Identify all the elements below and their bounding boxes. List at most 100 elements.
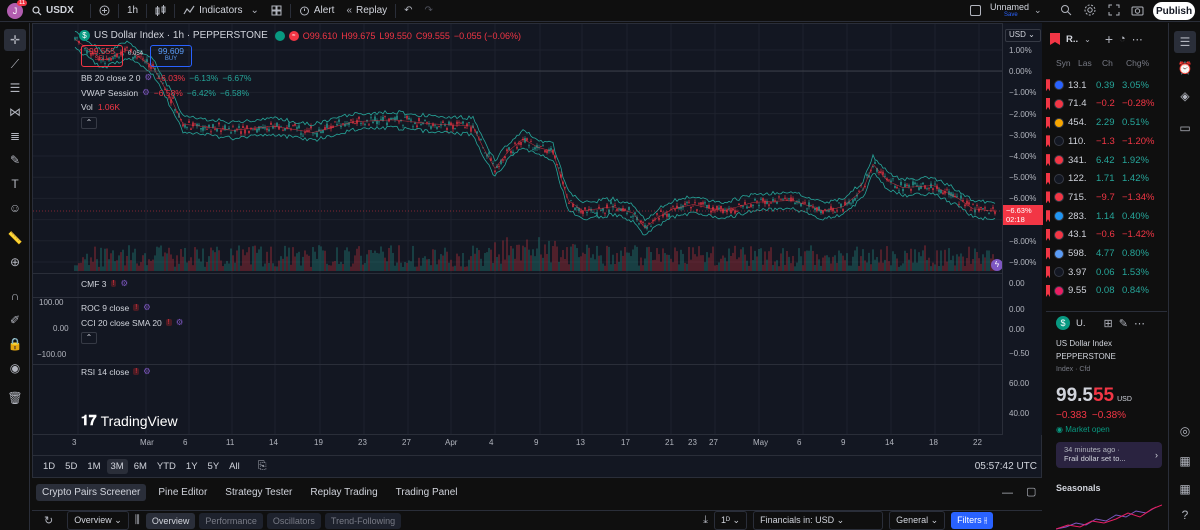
chevron-down-icon[interactable]: ⌄ bbox=[1084, 34, 1091, 44]
clock[interactable]: 05:57:42 UTC bbox=[974, 461, 1037, 472]
more-icon[interactable]: ⋯ bbox=[1131, 33, 1143, 46]
grid-icon[interactable]: ⊞ bbox=[1103, 317, 1113, 330]
sell-button[interactable]: 99.555 SELL bbox=[81, 45, 123, 67]
price-scale[interactable]: USD ⌄ 1.00% 0.00% −1.00% −2.00% −3.00% −4.00%… bbox=[1002, 23, 1043, 435]
lock-drawing-icon[interactable]: ✐ bbox=[9, 313, 21, 327]
bottom-tab[interactable]: Strategy Tester bbox=[225, 487, 293, 498]
interval-button[interactable]: 1h bbox=[127, 5, 139, 16]
watchlist-row[interactable]: 122. 1.71 1.42% bbox=[1046, 170, 1167, 189]
columns-icon[interactable]: ⫼ bbox=[134, 514, 140, 526]
crosshair-icon[interactable]: ✛ bbox=[4, 29, 26, 51]
alerts-clock-icon[interactable]: ⏰ bbox=[1177, 61, 1193, 75]
watchlist-row[interactable]: 715. −9.7 −1.34% bbox=[1046, 188, 1167, 207]
pine-icon[interactable]: ▦ bbox=[1179, 482, 1191, 496]
pane-divider[interactable] bbox=[33, 273, 1003, 274]
range-button-5y[interactable]: 5Y bbox=[207, 461, 220, 472]
text-tool-icon[interactable]: T bbox=[11, 177, 19, 191]
avatar[interactable]: J 11 bbox=[4, 0, 28, 22]
filters-button[interactable]: Filters ⫲ bbox=[951, 512, 994, 529]
watchlist-row[interactable]: 9.55 0.08 0.84% bbox=[1046, 282, 1167, 301]
flag-icon[interactable] bbox=[1046, 79, 1050, 92]
range-button-5d[interactable]: 5D bbox=[65, 461, 78, 472]
watchlist-column-header[interactable]: Ch bbox=[1102, 58, 1113, 68]
cci-legend[interactable]: CCI 20 close SMA 20 ! ⚙ bbox=[81, 317, 183, 328]
watchlist-row[interactable]: 13.1 0.39 3.05% bbox=[1046, 76, 1167, 95]
volume-legend[interactable]: Vol 1.06K bbox=[81, 102, 120, 112]
lock-icon[interactable]: 🔒 bbox=[7, 337, 23, 351]
fib-retracement-icon[interactable]: ≣ bbox=[9, 129, 21, 143]
range-button-1m[interactable]: 1M bbox=[87, 461, 101, 472]
settings-icon[interactable]: ⚙ bbox=[120, 278, 129, 288]
add-symbol-icon[interactable]: + bbox=[1104, 31, 1114, 47]
eye-icon[interactable]: ◉ bbox=[9, 361, 21, 375]
watchlist-row[interactable]: 283. 1.14 0.40% bbox=[1046, 207, 1167, 226]
undo-button[interactable]: ↶ bbox=[398, 0, 418, 22]
watchlist-column-header[interactable]: Syn bbox=[1056, 58, 1071, 68]
chart-type-button[interactable] bbox=[149, 0, 172, 22]
flag-icon[interactable] bbox=[1050, 33, 1060, 45]
pitchfork-icon[interactable]: ⋈ bbox=[9, 105, 21, 119]
chevron-down-icon[interactable]: ⌄ bbox=[1034, 5, 1042, 15]
symbol-search[interactable]: USDX bbox=[26, 0, 88, 22]
settings-icon[interactable]: ⚙ bbox=[144, 72, 153, 82]
watchlist-row[interactable]: 43.1 −0.6 −1.42% bbox=[1046, 226, 1167, 245]
flag-icon[interactable] bbox=[1046, 135, 1050, 148]
collapse-legend-button[interactable]: ⌃ bbox=[81, 332, 97, 344]
overview-select[interactable]: Overview ⌄ bbox=[67, 511, 129, 530]
flag-icon[interactable] bbox=[1046, 191, 1050, 204]
bottom-tab[interactable]: Replay Trading bbox=[310, 487, 378, 498]
ideas-icon[interactable]: ▦ bbox=[1179, 454, 1191, 468]
community-icon[interactable]: ◎ bbox=[1179, 424, 1191, 438]
zoom-in-icon[interactable]: ⊕ bbox=[9, 255, 21, 269]
lightning-icon[interactable]: ϟ bbox=[991, 259, 1003, 271]
time-axis[interactable]: 3 Mar 6 11 14 19 23 27 Apr 4 9 13 17 21 23 27 May 6 9 14 18 2… bbox=[33, 435, 1041, 453]
range-button-ytd[interactable]: YTD bbox=[156, 461, 176, 472]
date-range-icon[interactable]: ⎘ bbox=[257, 460, 267, 472]
flag-icon[interactable] bbox=[1046, 247, 1050, 260]
interval-select[interactable]: 1ᴰ ⌄ bbox=[713, 511, 748, 530]
watchlist-row[interactable]: 341. 6.42 1.92% bbox=[1046, 151, 1167, 170]
flag-icon[interactable] bbox=[1046, 210, 1050, 223]
cmf-legend[interactable]: CMF 3 ! ⚙ bbox=[81, 278, 128, 289]
quick-search-icon[interactable] bbox=[1060, 4, 1072, 16]
roc-legend[interactable]: ROC 9 close ! ⚙ bbox=[81, 302, 151, 313]
indicators-button[interactable]: Indicators ⌄ bbox=[177, 0, 265, 22]
publish-button[interactable]: Publish bbox=[1153, 2, 1195, 20]
download-icon[interactable]: ⤓ bbox=[703, 514, 708, 526]
watchlist-row[interactable]: 110. −1.3 −1.20% bbox=[1046, 132, 1167, 151]
settings-icon[interactable]: ⚙ bbox=[143, 302, 151, 312]
screener-pill[interactable]: Oscillators bbox=[266, 512, 321, 529]
range-button-6m[interactable]: 6M bbox=[133, 461, 147, 472]
details-name[interactable]: US Dollar Index bbox=[1056, 339, 1113, 348]
layout-name[interactable]: Unnamed bbox=[990, 2, 1030, 12]
magnet-icon[interactable]: ∩ bbox=[10, 289, 20, 303]
bottom-tab[interactable]: Crypto Pairs Screener bbox=[36, 484, 147, 501]
maximize-panel-icon[interactable]: ▢ bbox=[1026, 486, 1037, 498]
collapse-legend-button[interactable]: ⌃ bbox=[81, 117, 97, 129]
layout-checkbox-icon[interactable] bbox=[970, 5, 981, 16]
alert-button[interactable]: Alert bbox=[293, 0, 341, 22]
legend-title[interactable]: US Dollar Index · 1h · PEPPERSTONE bbox=[94, 30, 268, 41]
ruler-icon[interactable]: 📏 bbox=[7, 231, 23, 245]
refresh-icon[interactable]: ↻ bbox=[44, 515, 54, 527]
chat-icon[interactable]: ▭ bbox=[1179, 121, 1191, 135]
bottom-tab[interactable]: Trading Panel bbox=[395, 487, 458, 498]
watchlist-icon[interactable]: ☰ bbox=[1174, 31, 1196, 53]
pane-divider[interactable] bbox=[33, 364, 1003, 365]
general-select[interactable]: General ⌄ bbox=[889, 511, 946, 530]
flag-icon[interactable] bbox=[1046, 228, 1050, 241]
currency-select[interactable]: USD ⌄ bbox=[1005, 29, 1041, 42]
watchlist-row[interactable]: 3.97 0.06 1.53% bbox=[1046, 263, 1167, 282]
watchlist-row[interactable]: 71.4 −0.2 −0.28% bbox=[1046, 95, 1167, 114]
flag-icon[interactable] bbox=[1046, 284, 1050, 297]
horizontal-lines-icon[interactable]: ☰ bbox=[9, 81, 21, 95]
emoji-icon[interactable]: ☺ bbox=[8, 201, 22, 215]
watchlist-row[interactable]: 454. 2.29 0.51% bbox=[1046, 113, 1167, 132]
edit-icon[interactable]: ✎ bbox=[1118, 317, 1128, 330]
trash-icon[interactable]: 🗑 bbox=[7, 391, 23, 405]
flag-icon[interactable] bbox=[1046, 266, 1050, 279]
financials-select[interactable]: Financials in: USD ⌄ bbox=[753, 511, 884, 530]
watchlist-row[interactable]: 598. 4.77 0.80% bbox=[1046, 244, 1167, 263]
brush-icon[interactable]: ✎ bbox=[9, 153, 21, 167]
layers-icon[interactable]: ◈ bbox=[1180, 89, 1190, 103]
